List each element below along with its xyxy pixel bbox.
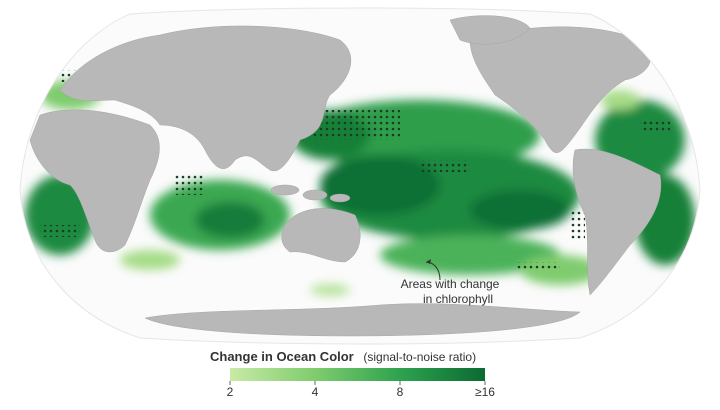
legend-title: Change in Ocean Color — [210, 349, 354, 364]
annotation-line: in chlorophyll — [423, 292, 493, 306]
legend-subtitle: (signal-to-noise ratio) — [363, 350, 476, 364]
legend-tick-label: 2 — [227, 385, 234, 399]
map-outline — [19, 7, 701, 345]
map — [25, 15, 695, 337]
legend-tick-label: ≥16 — [475, 385, 495, 399]
annotation-arrowhead — [426, 259, 431, 264]
legend-tick-label: 8 — [397, 385, 404, 399]
annotation-line: Areas with change — [401, 277, 500, 291]
color-scale — [230, 368, 485, 381]
legend-tick-label: 4 — [312, 385, 319, 399]
land — [29, 15, 662, 337]
legend-heading: Change in Ocean Color (signal-to-noise r… — [210, 349, 476, 364]
